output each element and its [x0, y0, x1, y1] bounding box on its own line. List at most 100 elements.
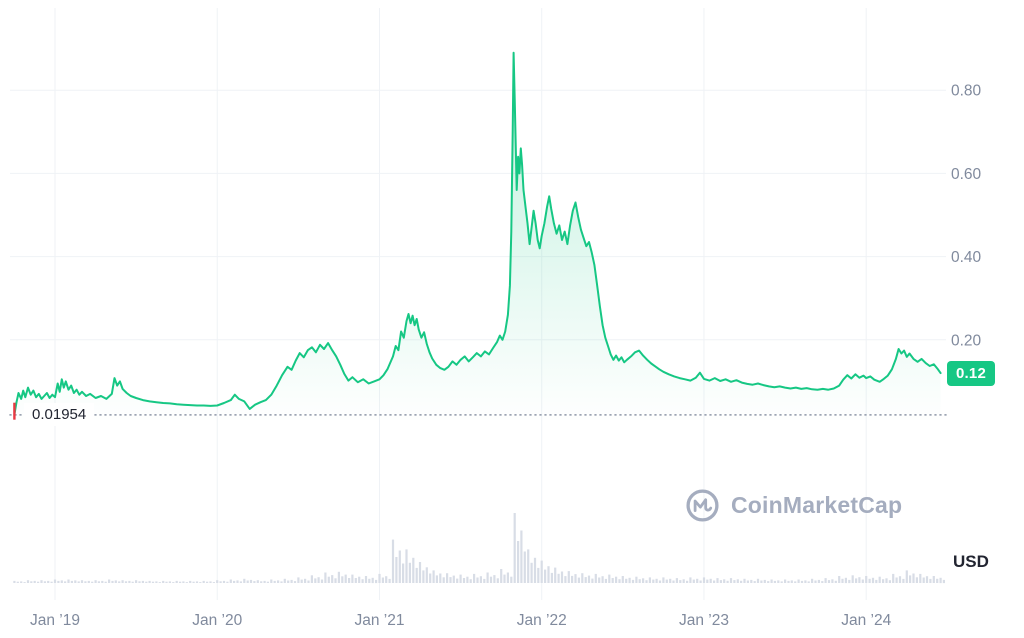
- volume-bar: [381, 577, 384, 583]
- volume-bar: [162, 580, 165, 583]
- volume-bar: [37, 581, 40, 583]
- volume-bar: [219, 581, 222, 583]
- volume-bar: [334, 578, 337, 583]
- volume-bar: [919, 573, 922, 583]
- volume-bar: [533, 557, 537, 583]
- volume-bar: [787, 580, 790, 583]
- volume-bar: [263, 580, 266, 583]
- volume-bar: [398, 550, 401, 583]
- volume-bar: [199, 582, 202, 583]
- volume-bar: [598, 577, 601, 583]
- volume-bar: [520, 530, 523, 583]
- volume-bar: [91, 581, 94, 583]
- volume-bar: [601, 576, 604, 583]
- volume-bar: [848, 579, 851, 584]
- volume-bar: [70, 580, 73, 583]
- x-axis-tick-label: Jan ’24: [841, 612, 891, 629]
- volume-bar: [422, 570, 425, 583]
- volume-bar: [800, 580, 804, 583]
- volume-bar: [84, 581, 87, 583]
- volume-bar: [77, 581, 80, 583]
- volume-bar: [868, 578, 871, 583]
- volume-bar: [658, 580, 662, 583]
- volume-bar: [733, 580, 736, 583]
- volume-bar: [239, 581, 242, 583]
- volume-bar: [358, 576, 361, 583]
- volume-bar: [567, 571, 570, 583]
- volume-bar: [550, 572, 553, 583]
- currency-label: USD: [953, 552, 989, 571]
- volume-bar: [273, 580, 276, 583]
- volume-bar: [486, 572, 489, 583]
- volume-bar: [168, 581, 171, 583]
- volume-bar: [611, 578, 614, 583]
- volume-bar: [212, 582, 215, 583]
- volume-bar: [418, 562, 422, 583]
- volume-bar: [669, 578, 672, 583]
- volume-bar: [456, 578, 459, 583]
- volume-bar: [493, 575, 496, 583]
- volume-bar: [929, 578, 932, 583]
- volume-bar: [635, 576, 638, 583]
- volume-bar: [40, 580, 43, 583]
- volume-bar: [655, 578, 658, 583]
- volume-bar: [182, 581, 185, 583]
- volume-bar: [831, 579, 834, 583]
- volume-bar: [165, 581, 168, 583]
- volume-bar: [307, 580, 310, 583]
- volume-bar: [60, 580, 63, 583]
- volume-bar: [750, 579, 753, 583]
- volume-bar: [297, 577, 300, 583]
- volume-bar: [740, 580, 743, 583]
- volume-bar: [64, 581, 67, 583]
- volume-bar: [283, 578, 286, 583]
- volume-bar: [324, 572, 327, 583]
- volume-bar: [885, 578, 888, 583]
- volume-bar: [719, 580, 722, 583]
- volume-bar: [368, 578, 371, 583]
- volume-bar: [817, 579, 820, 583]
- volume-bar: [557, 573, 560, 583]
- volume-bar: [692, 579, 695, 583]
- volume-bar: [43, 581, 46, 583]
- volume-bar: [479, 576, 482, 583]
- volume-bar: [483, 578, 486, 583]
- volume-bar: [807, 581, 810, 583]
- volume-bar: [662, 577, 665, 583]
- volume-bar: [151, 581, 155, 583]
- series-start-marker: [13, 402, 16, 420]
- volume-bar: [811, 578, 814, 583]
- volume-bar: [797, 579, 800, 583]
- volume-bar: [341, 576, 344, 583]
- volume-bar: [442, 577, 445, 583]
- volume-bar: [233, 580, 236, 583]
- volume-bar: [648, 577, 651, 583]
- volume-bar: [892, 573, 895, 583]
- x-axis-tick-label: Jan ’19: [30, 612, 80, 629]
- volume-bar: [304, 578, 307, 583]
- volume-bar: [74, 580, 77, 583]
- volume-bar: [875, 579, 878, 584]
- volume-bar: [459, 574, 462, 583]
- volume-bar: [253, 581, 256, 583]
- volume-bar: [780, 581, 783, 583]
- volume-bar: [101, 580, 104, 583]
- volume-bar: [290, 579, 293, 583]
- volume-bar: [594, 573, 597, 583]
- volume-bar: [229, 579, 232, 583]
- volume-bar: [354, 578, 357, 583]
- volume-bar: [696, 578, 699, 583]
- volume-bar: [652, 579, 655, 583]
- volume-bar: [87, 580, 90, 583]
- price-area-fill: [14, 52, 941, 424]
- volume-bar: [16, 581, 19, 583]
- volume-bar: [23, 582, 26, 583]
- volume-bar: [452, 575, 455, 583]
- volume-bar: [581, 573, 584, 583]
- volume-bar: [851, 575, 854, 583]
- volume-bar: [939, 577, 942, 584]
- volume-bar: [138, 581, 141, 583]
- volume-bar: [500, 569, 503, 583]
- volume-bar: [462, 578, 466, 583]
